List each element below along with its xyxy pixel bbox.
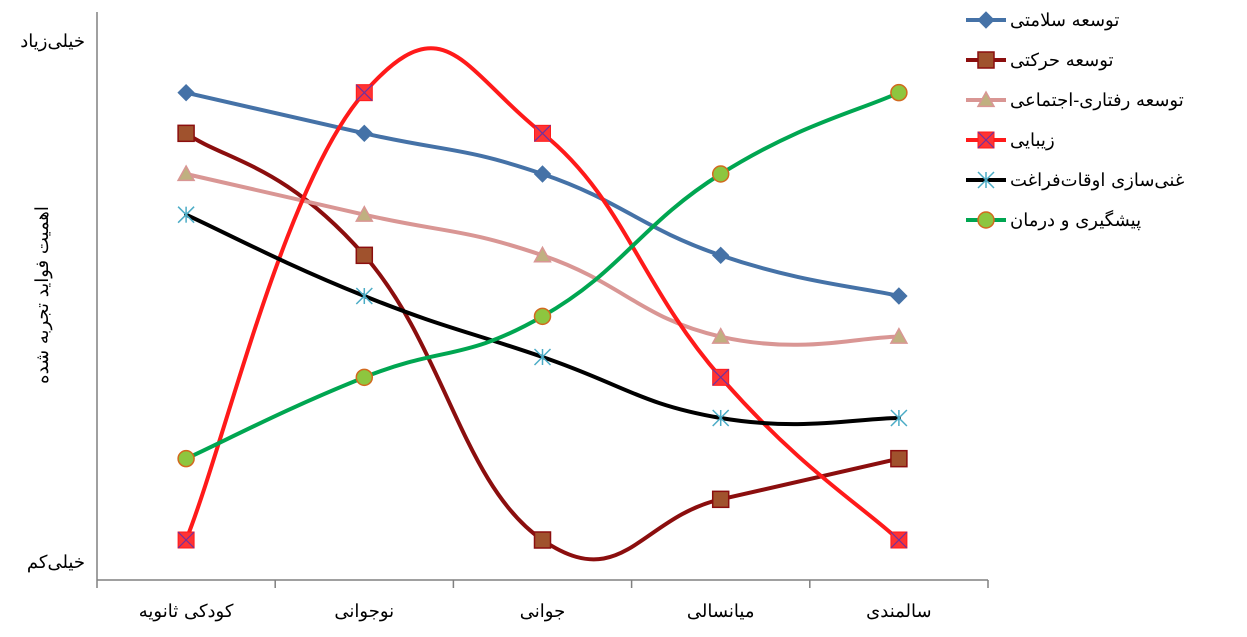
point-5-0: [177, 449, 195, 468]
point-1-4: [890, 449, 908, 468]
y-tick-top: خیلی‌زیاد: [20, 31, 85, 52]
point-0-2: [533, 165, 552, 183]
point-4-2: [533, 348, 552, 366]
x-tick-label-3: میانسالی: [687, 601, 755, 622]
point-4-3: [712, 409, 730, 427]
axes: [96, 12, 988, 581]
legend-label-1: توسعه حرکتی: [1010, 50, 1114, 71]
y-tick-bottom: خیلی‌کم: [27, 552, 85, 573]
point-2-0: [176, 164, 196, 182]
legend-marker-5: [977, 211, 995, 229]
point-0-4: [890, 287, 908, 305]
x-tick-label-4: سالمندی: [866, 601, 931, 622]
point-3-1: [355, 84, 373, 102]
legend-label-2: توسعه رفتاری-اجتماعی: [1010, 90, 1184, 111]
series-markers: [176, 83, 909, 549]
point-2-2: [533, 245, 552, 263]
legend-item-3: زیبایی: [966, 130, 1055, 151]
point-4-4: [890, 409, 908, 427]
point-1-2: [533, 531, 552, 549]
point-4-1: [355, 287, 373, 305]
x-tick-label-1: نوجوانی: [334, 601, 394, 622]
point-5-1: [355, 368, 374, 387]
y-axis-label: اهمیت فواید تجربه شده: [32, 206, 53, 384]
legend-label-0: توسعه سلامتی: [1010, 10, 1119, 31]
point-3-2: [534, 124, 551, 142]
point-5-2: [533, 307, 552, 326]
point-0-1: [355, 124, 374, 143]
legend-item-1: توسعه حرکتی: [966, 50, 1114, 71]
series-line-1: [184, 131, 901, 562]
legend-item-0: توسعه سلامتی: [966, 10, 1119, 31]
legend-item-2: توسعه رفتاری-اجتماعی: [966, 90, 1184, 111]
point-1-0: [177, 124, 195, 143]
legend-label-4: غنی‌سازی اوقات‌فراغت: [1010, 170, 1184, 191]
point-2-3: [711, 327, 730, 344]
point-5-3: [711, 165, 730, 183]
legend-marker-0: [977, 11, 995, 29]
legend-label-5: پیشگیری و درمان: [1010, 209, 1141, 231]
legend-item-5: پیشگیری و درمان: [966, 209, 1141, 231]
point-1-1: [355, 246, 374, 265]
point-3-0: [177, 531, 195, 549]
point-2-4: [889, 327, 909, 344]
point-3-4: [890, 531, 908, 549]
legend-marker-2: [976, 90, 996, 108]
point-3-3: [712, 368, 730, 386]
x-tick-labels: کودکی ثانویه نوجوانی جوانی میانسالی سالمندی: [139, 601, 932, 622]
point-4-0: [177, 206, 195, 224]
x-tick-label-0: کودکی ثانویه: [139, 601, 234, 622]
series-line-3: [184, 46, 901, 542]
x-tick-label-2: جوانی: [520, 601, 565, 622]
legend-label-3: زیبایی: [1010, 130, 1055, 151]
point-1-3: [711, 490, 730, 509]
point-5-4: [890, 83, 908, 102]
legend-marker-4: [977, 171, 995, 189]
point-2-1: [355, 205, 374, 222]
legend-marker-3: [977, 131, 995, 149]
point-0-0: [177, 83, 195, 102]
legend: توسعه سلامتی توسعه حرکتی توسعه رفتاری-اجتم…: [966, 10, 1184, 231]
point-0-3: [711, 246, 730, 265]
legend-item-4: غنی‌سازی اوقات‌فراغت: [966, 170, 1184, 191]
x-ticks: [96, 580, 989, 588]
legend-marker-1: [977, 51, 995, 69]
